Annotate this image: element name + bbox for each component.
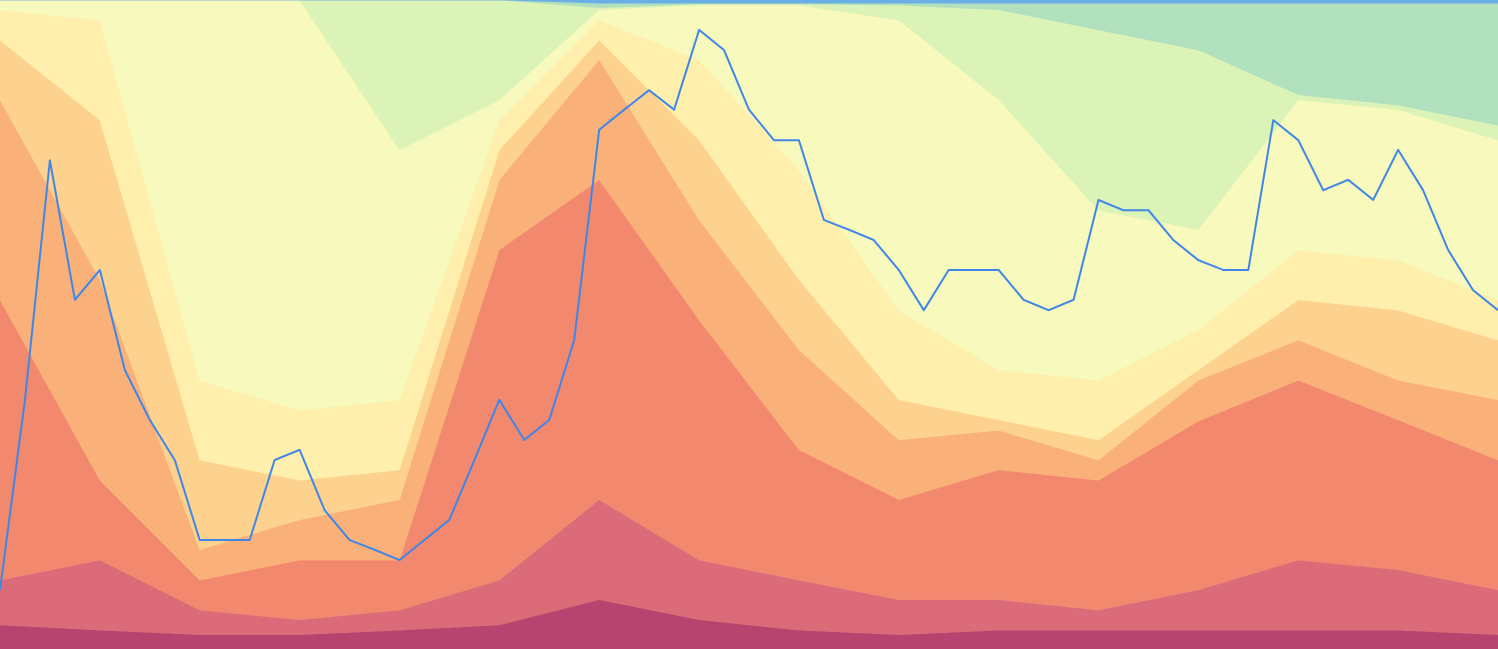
area-band: [0, 0, 1498, 4]
price-line: [0, 28, 1498, 591]
